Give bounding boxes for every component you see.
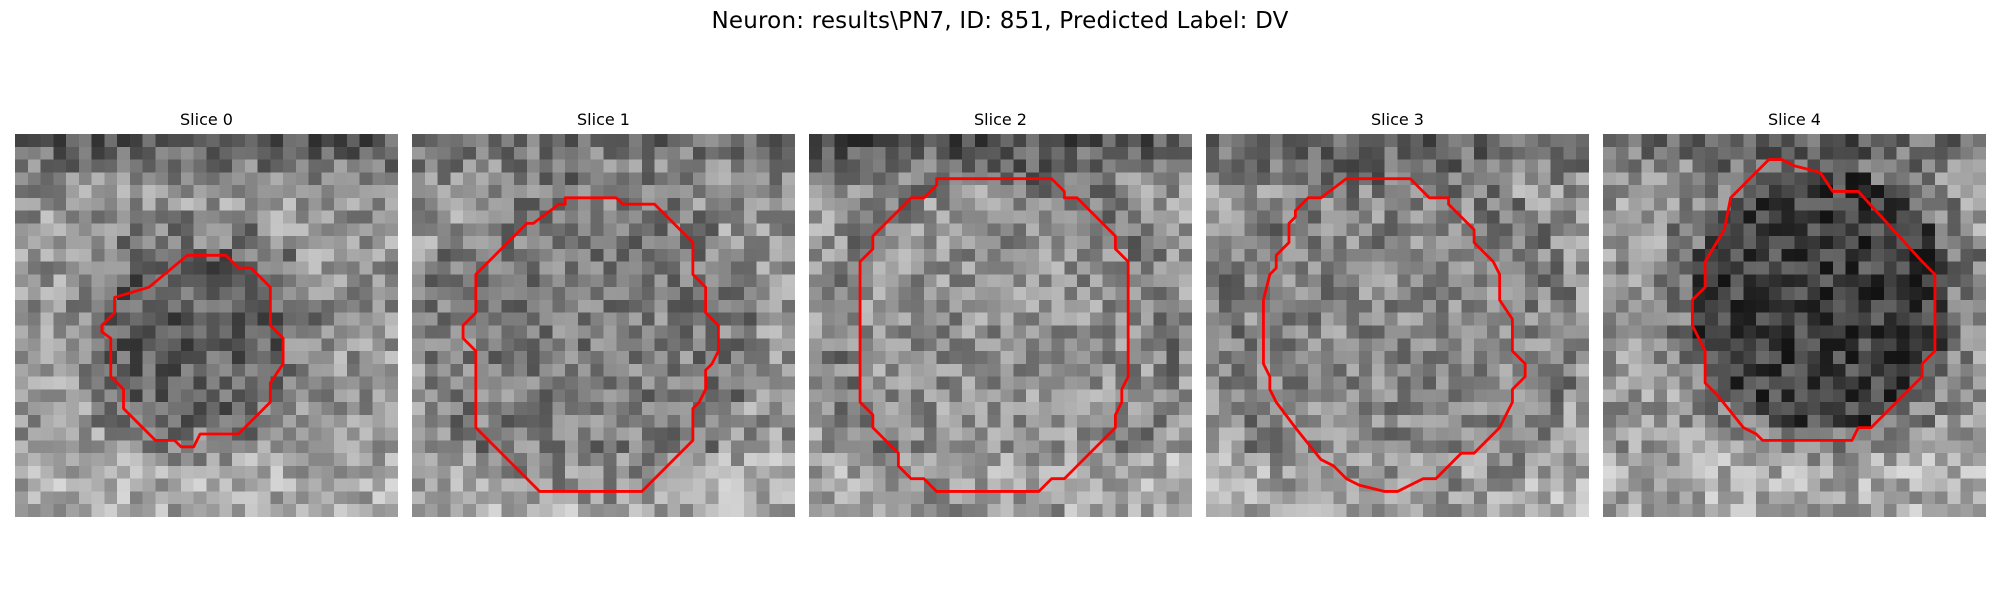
slice-panel-1: Slice 1: [412, 108, 795, 517]
roi-contour: [100, 253, 285, 449]
slice-title: Slice 4: [1768, 110, 1821, 129]
slice-panel-3: Slice 3: [1206, 108, 1589, 517]
slice-image: [1603, 134, 1986, 517]
roi-contour: [1690, 158, 1937, 442]
slice-panel-0: Slice 0: [15, 108, 398, 517]
roi-contour: [1262, 177, 1527, 493]
slice-panel-4: Slice 4: [1603, 108, 1986, 517]
slice-title: Slice 1: [577, 110, 630, 129]
slice-title: Slice 3: [1371, 110, 1424, 129]
slice-image: [809, 134, 1192, 517]
figure-title: Neuron: results\PN7, ID: 851, Predicted …: [711, 8, 1289, 34]
roi-contour: [461, 196, 720, 493]
slice-title: Slice 0: [180, 110, 233, 129]
slice-panel-2: Slice 2: [809, 108, 1192, 517]
slice-image: [412, 134, 795, 517]
slice-image: [15, 134, 398, 517]
slice-title: Slice 2: [974, 110, 1027, 129]
slice-image: [1206, 134, 1589, 517]
roi-contour: [858, 177, 1130, 493]
